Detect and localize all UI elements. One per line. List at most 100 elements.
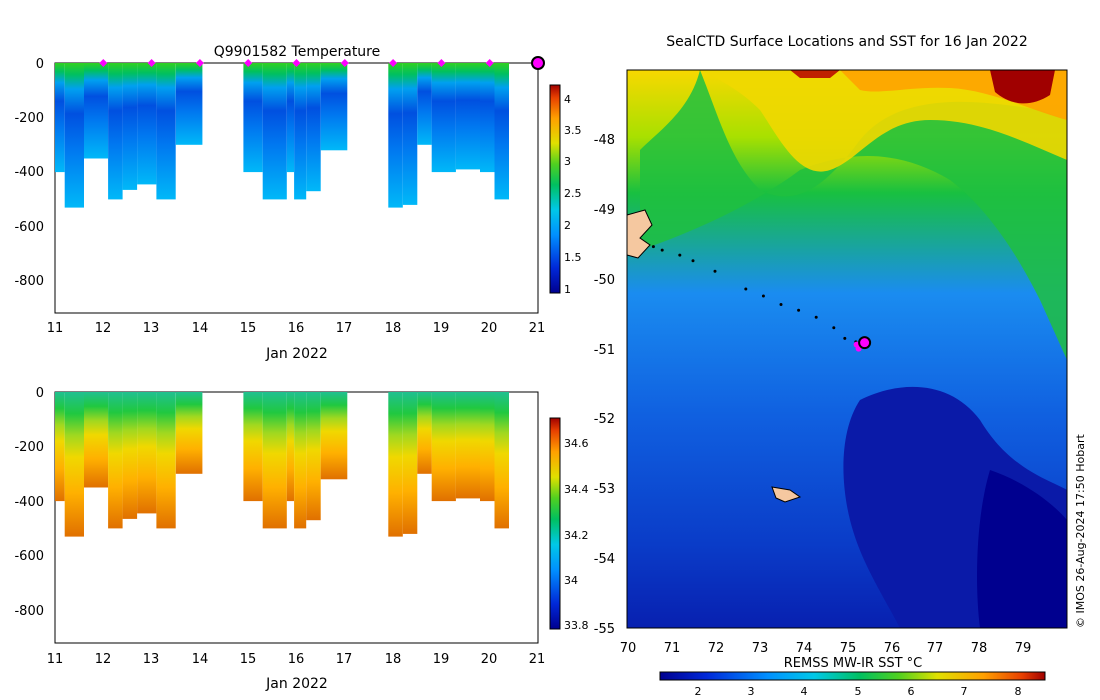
surface-marker [147,59,156,67]
salinity-profile [243,392,263,502]
salinity-x-ticks: 11 12 13 14 15 16 17 18 19 20 21 [47,652,546,667]
tick-label: -600 [14,549,44,564]
surface-marker [389,59,398,67]
heard-island [771,486,802,503]
salinity-profile [122,392,138,519]
colorbar-tick-label: 3 [748,685,755,698]
salinity-profile [388,392,403,537]
seal-track [651,245,858,344]
tick-label: 11 [47,652,64,667]
salinity-profile [402,392,418,534]
temperature-profile [294,63,307,200]
temperature-profile [137,63,157,185]
track-point [691,259,695,263]
temperature-profile [320,63,348,151]
tick-label: 14 [192,321,209,336]
temperature-profile [286,63,294,173]
colorbar-tick-label: 6 [908,685,915,698]
temperature-x-axis-label: Jan 2022 [265,346,328,362]
tick-label: 18 [385,652,402,667]
map-y-ticks: -48 -49 -50 -51 -52 -53 -54 -55 [594,133,615,637]
tick-label: 21 [529,652,546,667]
credit-text: © IMOS 26-Aug-2024 17:50 Hobart [1074,434,1087,628]
tick-label: 0 [36,386,44,401]
current-position-marker [858,336,872,350]
tick-label: 13 [143,652,160,667]
track-point [832,326,836,330]
salinity-y-ticks: 0 -200 -400 -600 -800 [14,386,44,619]
temperature-profile [64,63,84,208]
surface-marker [437,59,446,67]
salinity-profile [320,392,348,480]
temperature-colorbar [549,84,561,294]
tick-label: -49 [594,203,615,218]
tick-label: 21 [529,321,546,336]
salinity-profile [431,392,456,502]
temperature-profile [55,63,65,173]
colorbar-tick-label: 34.6 [564,437,589,450]
map-frame [626,69,1068,629]
tick-label: 0 [36,57,44,72]
surface-markers [99,56,545,70]
surface-marker [340,59,349,67]
tick-label: 76 [884,641,901,656]
surface-marker [195,59,204,67]
latest-profile-marker [531,56,545,70]
temperature-colorbar-ticks: 4 3.5 3 2.5 2 1.5 1 [564,93,582,296]
salinity-profile [294,392,307,529]
tick-label: -200 [14,440,44,455]
tick-label: -400 [14,165,44,180]
salinity-profiles [55,392,509,537]
sst-field [627,70,1067,628]
current-position [853,336,872,352]
tick-label: 71 [664,641,681,656]
sst-hot-spot [990,70,1055,104]
salinity-profile [306,392,321,521]
sst-warm-band [700,70,1067,172]
tick-label: 75 [840,641,857,656]
salinity-profile [137,392,157,514]
track-point [761,294,765,298]
colorbar-tick-label: 3.5 [564,124,582,137]
tick-label: -50 [594,273,615,288]
salinity-x-axis-label: Jan 2022 [265,676,328,692]
salinity-profile [84,392,109,488]
colorbar-tick-label: 7 [961,685,968,698]
islands [626,209,802,503]
tick-label: 12 [95,321,112,336]
tick-label: 17 [336,652,353,667]
colorbar-tick-label: 1 [564,283,571,296]
temperature-profile [402,63,418,205]
tick-label: 15 [240,652,257,667]
temperature-profile [156,63,176,200]
sst-hot-spot-2 [790,70,840,78]
temperature-profile [480,63,495,173]
colorbar-tick-label: 5 [855,685,862,698]
track-point [660,248,664,252]
salinity-profile [494,392,509,529]
tick-label: 16 [288,652,305,667]
salinity-profile [286,392,294,502]
track-point [779,303,783,306]
sst-deep-cold [977,470,1067,628]
tick-label: -200 [14,111,44,126]
temperature-profile [494,63,509,200]
tick-label: -55 [594,622,615,637]
salinity-profile [175,392,203,474]
temperature-y-ticks: 0 -200 -400 -600 -800 [14,57,44,289]
tick-label: 74 [796,641,813,656]
temperature-profile [122,63,138,190]
track-point [713,269,717,273]
tick-label: -53 [594,482,615,497]
salinity-profile [455,392,481,499]
sst-colorbar-ticks: 2 3 4 5 6 7 8 [695,685,1022,698]
salinity-profile [480,392,495,502]
temperature-profile [84,63,109,159]
tick-label: 20 [481,652,498,667]
temperature-panel: Q9901582 Temperature 11 12 13 14 15 16 1… [14,44,581,362]
kerguelen-island [626,209,653,259]
track-point [678,253,682,257]
tick-label: 79 [1015,641,1032,656]
tick-label: 12 [95,652,112,667]
sst-green-band [627,70,1067,360]
